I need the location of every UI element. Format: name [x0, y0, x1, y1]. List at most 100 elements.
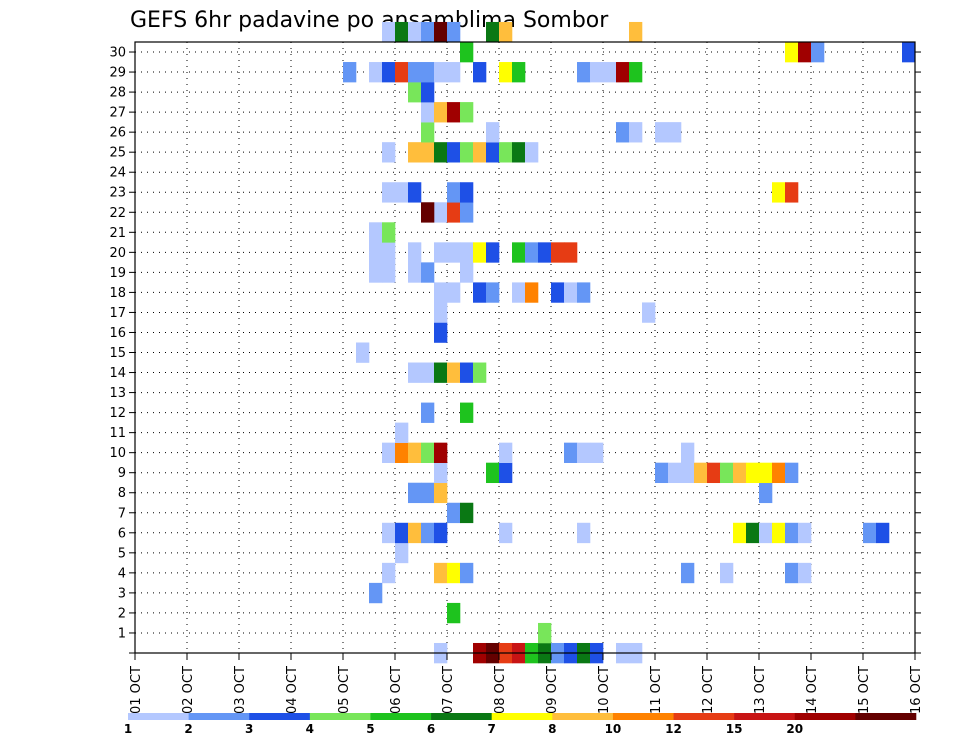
heatmap-cell	[395, 522, 409, 544]
y-tick-label: 27	[109, 106, 126, 121]
x-tick-label: 12 OCT	[701, 666, 716, 714]
y-tick-label: 7	[118, 506, 126, 521]
x-tick-label: 02 OCT	[181, 666, 196, 714]
y-tick-label: 8	[118, 486, 126, 501]
y-tick-label: 2	[118, 606, 126, 621]
heatmap-cell	[564, 282, 578, 303]
heatmap-cell	[447, 62, 461, 83]
heatmap-cell	[499, 522, 513, 544]
x-tick-label: 07 OCT	[441, 666, 456, 714]
heatmap-cell	[369, 242, 383, 263]
x-tick-label: 13 OCT	[753, 666, 768, 714]
heatmap-cell	[460, 182, 474, 203]
heatmap-cell	[434, 442, 448, 463]
heatmap-cell	[616, 122, 630, 143]
y-tick-label: 5	[118, 546, 126, 561]
y-tick-label: 22	[109, 206, 126, 221]
heatmap-cell	[382, 262, 396, 283]
legend-label: 7	[488, 722, 496, 736]
heatmap-cell	[343, 62, 357, 83]
y-tick-label: 10	[109, 446, 126, 461]
legend-label: 5	[366, 722, 374, 736]
heatmap-cell	[499, 142, 513, 163]
heatmap-cell	[395, 442, 409, 463]
heatmap-cell	[863, 522, 877, 544]
heatmap-cell	[642, 302, 656, 323]
legend-swatch	[673, 713, 735, 720]
legend-swatch	[552, 713, 614, 720]
y-axis: 1234567891011121314151617181920212223242…	[109, 46, 921, 654]
heatmap-cell	[395, 182, 409, 203]
y-tick-label: 26	[109, 126, 126, 141]
y-tick-label: 18	[109, 286, 126, 301]
heatmap-cell	[499, 62, 513, 83]
legend-label: 10	[605, 722, 622, 736]
heatmap-cell	[434, 242, 448, 263]
heatmap-cell	[759, 522, 773, 544]
heatmap-cell	[473, 62, 487, 83]
heatmap-cell	[421, 362, 435, 383]
heatmap-cell	[486, 462, 500, 484]
heatmap-cell	[499, 462, 513, 484]
y-tick-label: 24	[109, 166, 126, 181]
grid-lines	[135, 42, 915, 653]
heatmap-cell	[408, 21, 422, 43]
heatmap-cell	[395, 542, 409, 564]
heatmap-cell	[577, 522, 591, 544]
heatmap-cell	[486, 282, 500, 303]
y-tick-label: 28	[109, 86, 126, 101]
heatmap-cell	[590, 62, 604, 83]
y-tick-label: 15	[109, 346, 126, 361]
heatmap-cell	[434, 282, 448, 303]
heatmap-cell	[447, 142, 461, 163]
heatmap-cell	[460, 502, 474, 524]
heatmap-cell	[460, 242, 474, 263]
heatmap-cell	[447, 202, 461, 223]
heatmap-cell	[759, 482, 773, 504]
heatmap-cell	[460, 562, 474, 584]
heatmap-cell	[772, 182, 786, 203]
heatmap-cell	[447, 21, 461, 43]
heatmap-cell	[733, 462, 747, 484]
heatmap-cell	[603, 62, 617, 83]
heatmap-cell	[460, 102, 474, 123]
heatmap-cell	[421, 142, 435, 163]
heatmap-cell	[447, 182, 461, 203]
heatmap-cell	[434, 21, 448, 43]
x-axis: 01 OCT 02 OCT 03 OCT 04 OCT 05 OCT 06 OCT 07 O…	[129, 653, 924, 714]
heatmap-cell	[421, 202, 435, 223]
heatmap-cell	[538, 622, 552, 644]
x-tick-label: 09 OCT	[545, 666, 560, 714]
heatmap-cell	[408, 182, 422, 203]
y-tick-label: 30	[109, 46, 126, 61]
heatmap-cell	[395, 62, 409, 83]
heatmap-cell	[668, 462, 682, 484]
heatmap-cell	[356, 342, 370, 363]
heatmap-cell	[720, 462, 734, 484]
heatmap-cell	[590, 442, 604, 463]
heatmap-cell	[551, 282, 565, 303]
heatmap-cell	[499, 21, 513, 43]
heatmap-cell	[421, 122, 435, 143]
heatmap-cell	[473, 282, 487, 303]
heatmap-cell	[876, 522, 890, 544]
x-tick-label: 08 OCT	[493, 666, 508, 714]
heatmap-cell	[408, 482, 422, 504]
heatmap-cell	[564, 442, 578, 463]
heatmap-cell	[525, 282, 539, 303]
heatmap-cell	[408, 262, 422, 283]
legend-swatch	[491, 713, 553, 720]
legend-swatch	[249, 713, 311, 720]
heatmap-cell	[811, 42, 825, 63]
heatmap-cell	[655, 122, 669, 143]
data-cells	[343, 21, 916, 664]
heatmap-cell	[447, 282, 461, 303]
heatmap-cell	[577, 442, 591, 463]
x-tick-label: 16 OCT	[909, 666, 924, 714]
heatmap-cell	[382, 562, 396, 584]
heatmap-cell	[369, 62, 383, 83]
legend-swatch	[794, 713, 856, 720]
heatmap-cell	[473, 242, 487, 263]
heatmap-cell	[447, 102, 461, 123]
heatmap-cell	[668, 122, 682, 143]
